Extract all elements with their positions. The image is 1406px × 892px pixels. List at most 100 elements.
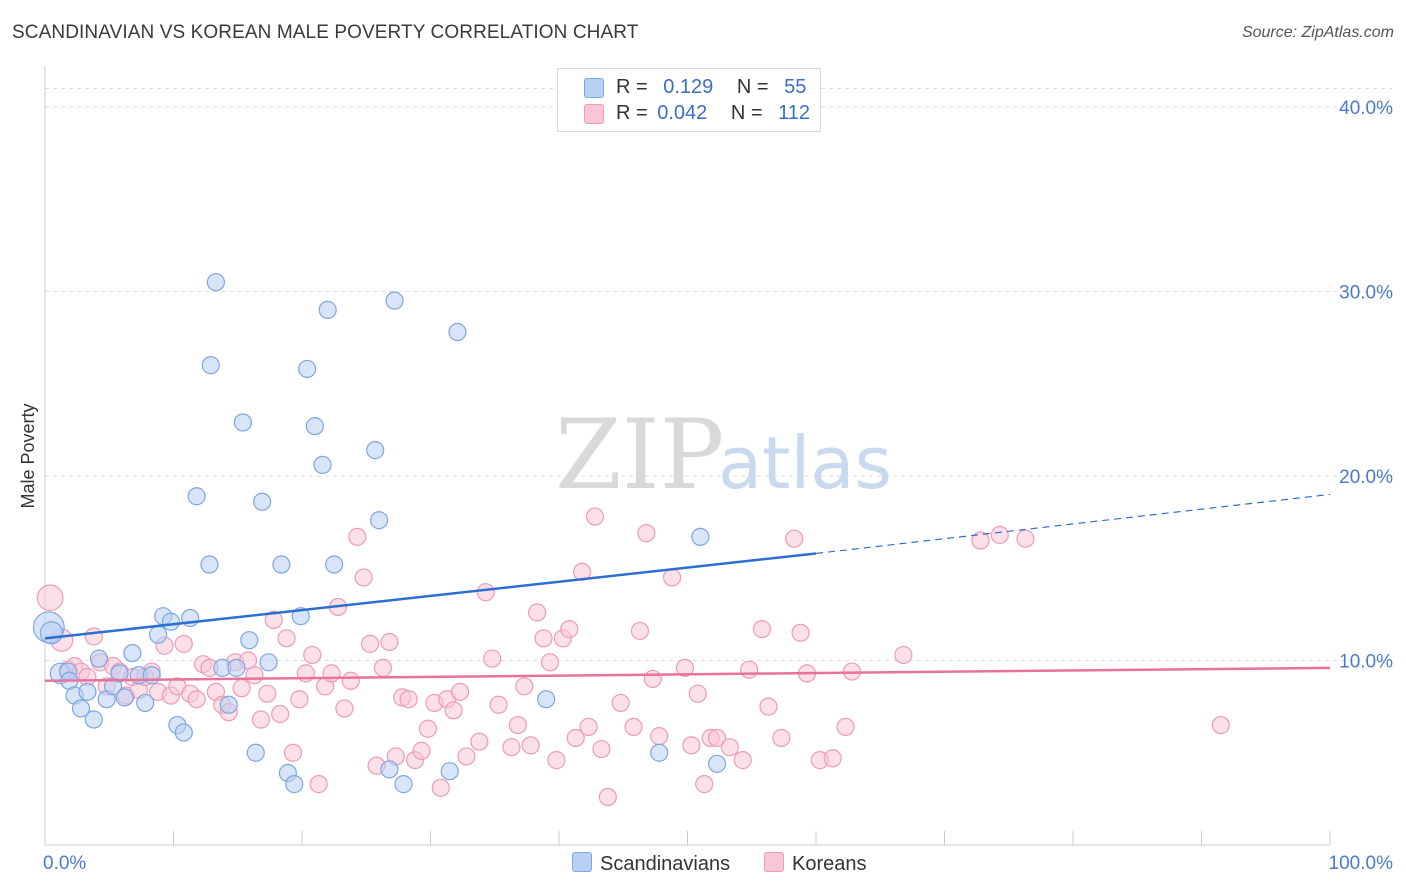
scandinavian-point [650, 743, 669, 762]
scandinavian-point [366, 441, 385, 460]
korean-point [675, 658, 695, 677]
korean-point [752, 620, 772, 639]
korean-point [335, 699, 354, 718]
source-label: Source: ZipAtlas.com [1241, 24, 1394, 41]
korean-point [528, 603, 547, 622]
scandinavian-point [370, 511, 389, 530]
correlation-legend: R = 0.129 N = 55 R = 0.042 N = 112 [557, 68, 821, 132]
scandinavian-point [174, 723, 193, 742]
korean-point [688, 684, 707, 703]
scandinavian-point [318, 300, 337, 319]
scandinavian-point [380, 760, 399, 779]
korean-point [483, 649, 502, 668]
korean-point [566, 728, 585, 748]
scandinavian-point [233, 413, 252, 432]
axes [44, 66, 1331, 846]
scandinavian-point [148, 625, 168, 644]
chart-title: SCANDINAVIAN VS KOREAN MALE POVERTY CORR… [12, 22, 639, 43]
trend-lines [44, 493, 1331, 683]
scandinavian-point [136, 693, 155, 713]
scandinavian-point [39, 621, 64, 645]
korean-point [283, 743, 303, 762]
legend-n-label: N = [730, 102, 763, 124]
korean-point [611, 693, 630, 713]
x-tick-label: 0.0% [43, 853, 86, 874]
scandinavian-point [187, 487, 206, 506]
scandinavian-point [240, 631, 259, 650]
korean-point [515, 677, 534, 696]
scandinavian-point [200, 555, 219, 574]
korean-point [277, 629, 296, 648]
korean-point [322, 664, 341, 683]
bottom-legend-scandinavians: Scandinavians [572, 852, 730, 876]
korean-point [733, 751, 752, 770]
korean-point [1016, 529, 1035, 548]
scandinavian-point [285, 775, 304, 794]
korean-points [36, 507, 1230, 807]
korean-point [643, 669, 662, 689]
korean-point [791, 623, 810, 642]
korean-point [264, 610, 283, 629]
korean-point [245, 666, 264, 685]
korean-point [450, 682, 470, 701]
x-tick-labels: 0.0% 100.0% [43, 853, 1393, 874]
scandinavian-point [115, 688, 134, 707]
korean-point [502, 738, 521, 757]
scandinavian-point [201, 356, 220, 375]
korean-point [187, 690, 206, 709]
korean-point [348, 527, 367, 546]
legend-r-value: 0.129 [663, 76, 714, 98]
scandinavian-point [691, 527, 710, 546]
korean-point [707, 728, 727, 748]
korean-point [585, 507, 605, 526]
y-tick-label: 30.0% [1339, 282, 1393, 303]
korean-point [508, 715, 527, 735]
korean-point [547, 751, 566, 770]
korean-point [579, 717, 598, 737]
korean-point [990, 525, 1009, 545]
korean-point [971, 531, 990, 550]
korean-point [84, 627, 103, 646]
korean-swatch [764, 852, 784, 872]
korean-point [630, 621, 650, 641]
scandinavian-point [448, 322, 467, 342]
scandinavian-point [71, 699, 91, 718]
scandinavian-point [110, 664, 129, 683]
korean-point [373, 658, 393, 677]
legend-n-label: N = [736, 76, 769, 98]
korean-point [354, 568, 373, 587]
scandinavian-swatch [572, 852, 592, 872]
korean-point [592, 739, 611, 759]
korean-point [476, 583, 495, 602]
korean-point [470, 732, 489, 751]
korean-point [431, 778, 450, 797]
korean-swatch [584, 104, 604, 124]
scandinavian-point [253, 492, 272, 511]
y-tick-label: 10.0% [1339, 651, 1393, 672]
scandinavian-trend-extension [815, 493, 1331, 555]
korean-point [399, 690, 418, 709]
korean-point [785, 529, 804, 548]
watermark-zip: ZIP [555, 399, 724, 511]
y-axis-label: Male Poverty [18, 403, 38, 508]
bottom-legend-label: Scandinavians [600, 853, 731, 875]
legend-r-value: 0.042 [657, 102, 708, 124]
korean-point [489, 695, 508, 714]
bottom-legend-label: Koreans [792, 853, 867, 875]
scandinavian-point [259, 653, 278, 672]
scandinavian-point [123, 643, 142, 663]
legend-n-value: 112 [778, 102, 811, 124]
scandinavian-point [707, 754, 727, 773]
scandinavian-point [305, 417, 324, 436]
scandinavian-points [32, 273, 727, 794]
korean-point [682, 736, 701, 755]
scandinavian-point [325, 555, 344, 574]
korean-point [271, 704, 290, 724]
y-tick-label: 40.0% [1339, 98, 1393, 119]
scandinavian-point [394, 775, 413, 794]
scandinavian-point [313, 455, 332, 474]
scandinavian-point [440, 762, 459, 781]
korean-point [759, 697, 778, 716]
scandinavian-point [537, 690, 556, 709]
